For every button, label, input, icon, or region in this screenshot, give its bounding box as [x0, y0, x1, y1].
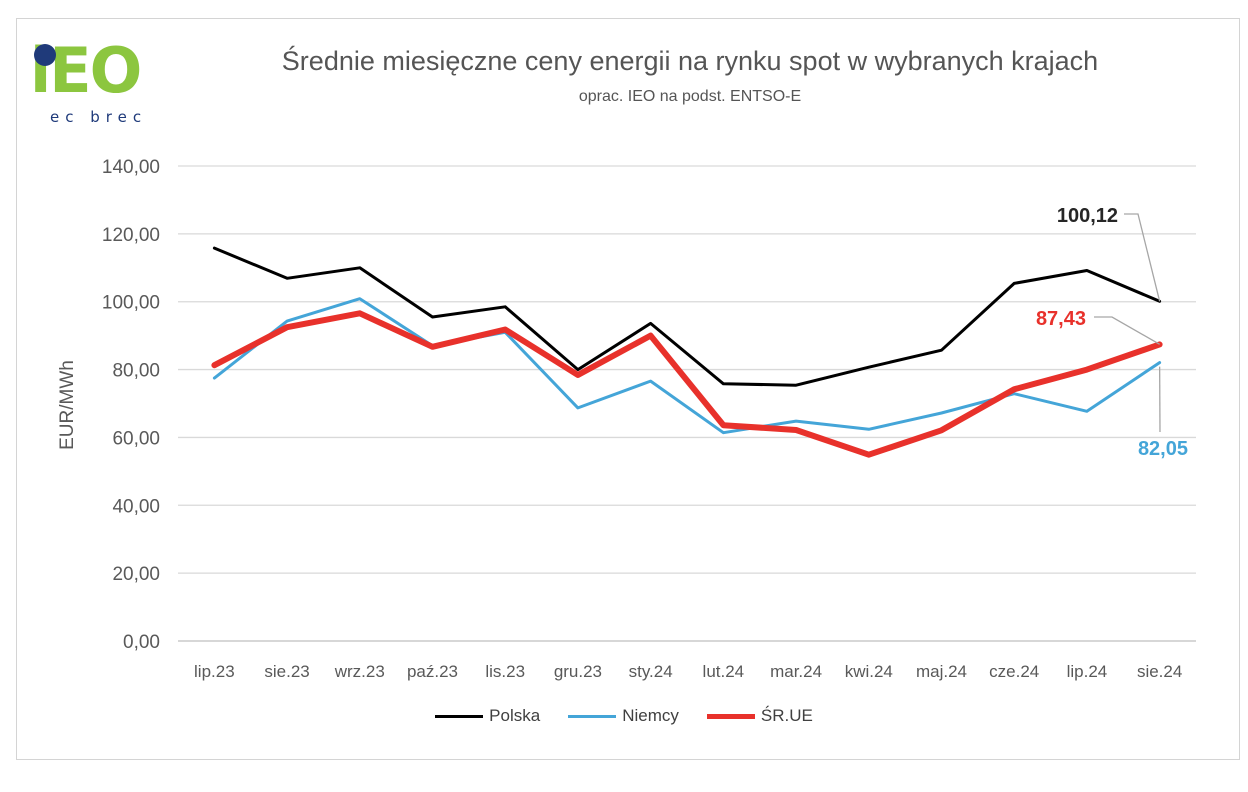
x-tick-label: wrz.23: [334, 662, 385, 681]
x-tick-label: cze.24: [989, 662, 1039, 681]
legend-item: Niemcy: [568, 706, 679, 726]
y-tick-label: 60,00: [112, 428, 160, 449]
y-tick-label: 40,00: [112, 496, 160, 517]
legend-swatch: [706, 713, 755, 719]
x-tick-label: mar.24: [770, 662, 822, 681]
y-tick-label: 120,00: [102, 225, 160, 246]
x-tick-label: gru.23: [554, 662, 602, 681]
x-tick-label: lis.23: [485, 662, 525, 681]
legend-swatch: [435, 714, 484, 718]
ieo-logo: iEO ec brec: [30, 40, 190, 130]
x-tick-label: paź.23: [407, 662, 458, 681]
legend-label: ŚR.UE: [760, 706, 813, 725]
series-line-polska: [212, 246, 1162, 387]
y-tick-label: 0,00: [123, 632, 160, 653]
x-tick-label: sie.23: [264, 662, 309, 681]
logo-dot-icon: [34, 44, 56, 66]
legend-item: ŚR.UE: [706, 706, 813, 726]
data-label-leader: [1094, 316, 1160, 345]
chart-legend: Polska Niemcy ŚR.UE: [0, 706, 1248, 726]
logo-subtext: ec brec: [50, 108, 148, 126]
x-tick-label: sie.24: [1137, 662, 1182, 681]
series-line-niemcy: [212, 297, 1162, 435]
x-tick-label: sty.24: [629, 662, 673, 681]
y-tick-label: 140,00: [102, 157, 160, 178]
data-label-end: 82,05: [1138, 438, 1188, 460]
x-tick-label: lip.24: [1067, 662, 1108, 681]
series-line--r-ue: [211, 310, 1163, 458]
legend-label: Polska: [489, 706, 541, 725]
y-tick-label: 80,00: [112, 361, 160, 382]
data-label-end: 100,12: [1057, 205, 1118, 227]
x-tick-label: kwi.24: [845, 662, 893, 681]
chart-subtitle: oprac. IEO na podst. ENTSO-E: [578, 88, 802, 105]
x-tick-label: lip.23: [194, 662, 235, 681]
chart-title: Średnie miesięczne ceny energii na rynku…: [281, 46, 1099, 76]
legend-item: Polska: [435, 706, 540, 726]
data-label-end: 87,43: [1036, 308, 1086, 330]
x-tick-label: lut.24: [703, 662, 745, 681]
legend-swatch: [568, 714, 617, 718]
y-tick-label: 100,00: [102, 293, 160, 314]
x-tick-label: maj.24: [916, 662, 967, 681]
data-label-leader: [1124, 213, 1161, 302]
legend-label: Niemcy: [622, 706, 679, 725]
y-tick-label: 20,00: [112, 564, 160, 585]
